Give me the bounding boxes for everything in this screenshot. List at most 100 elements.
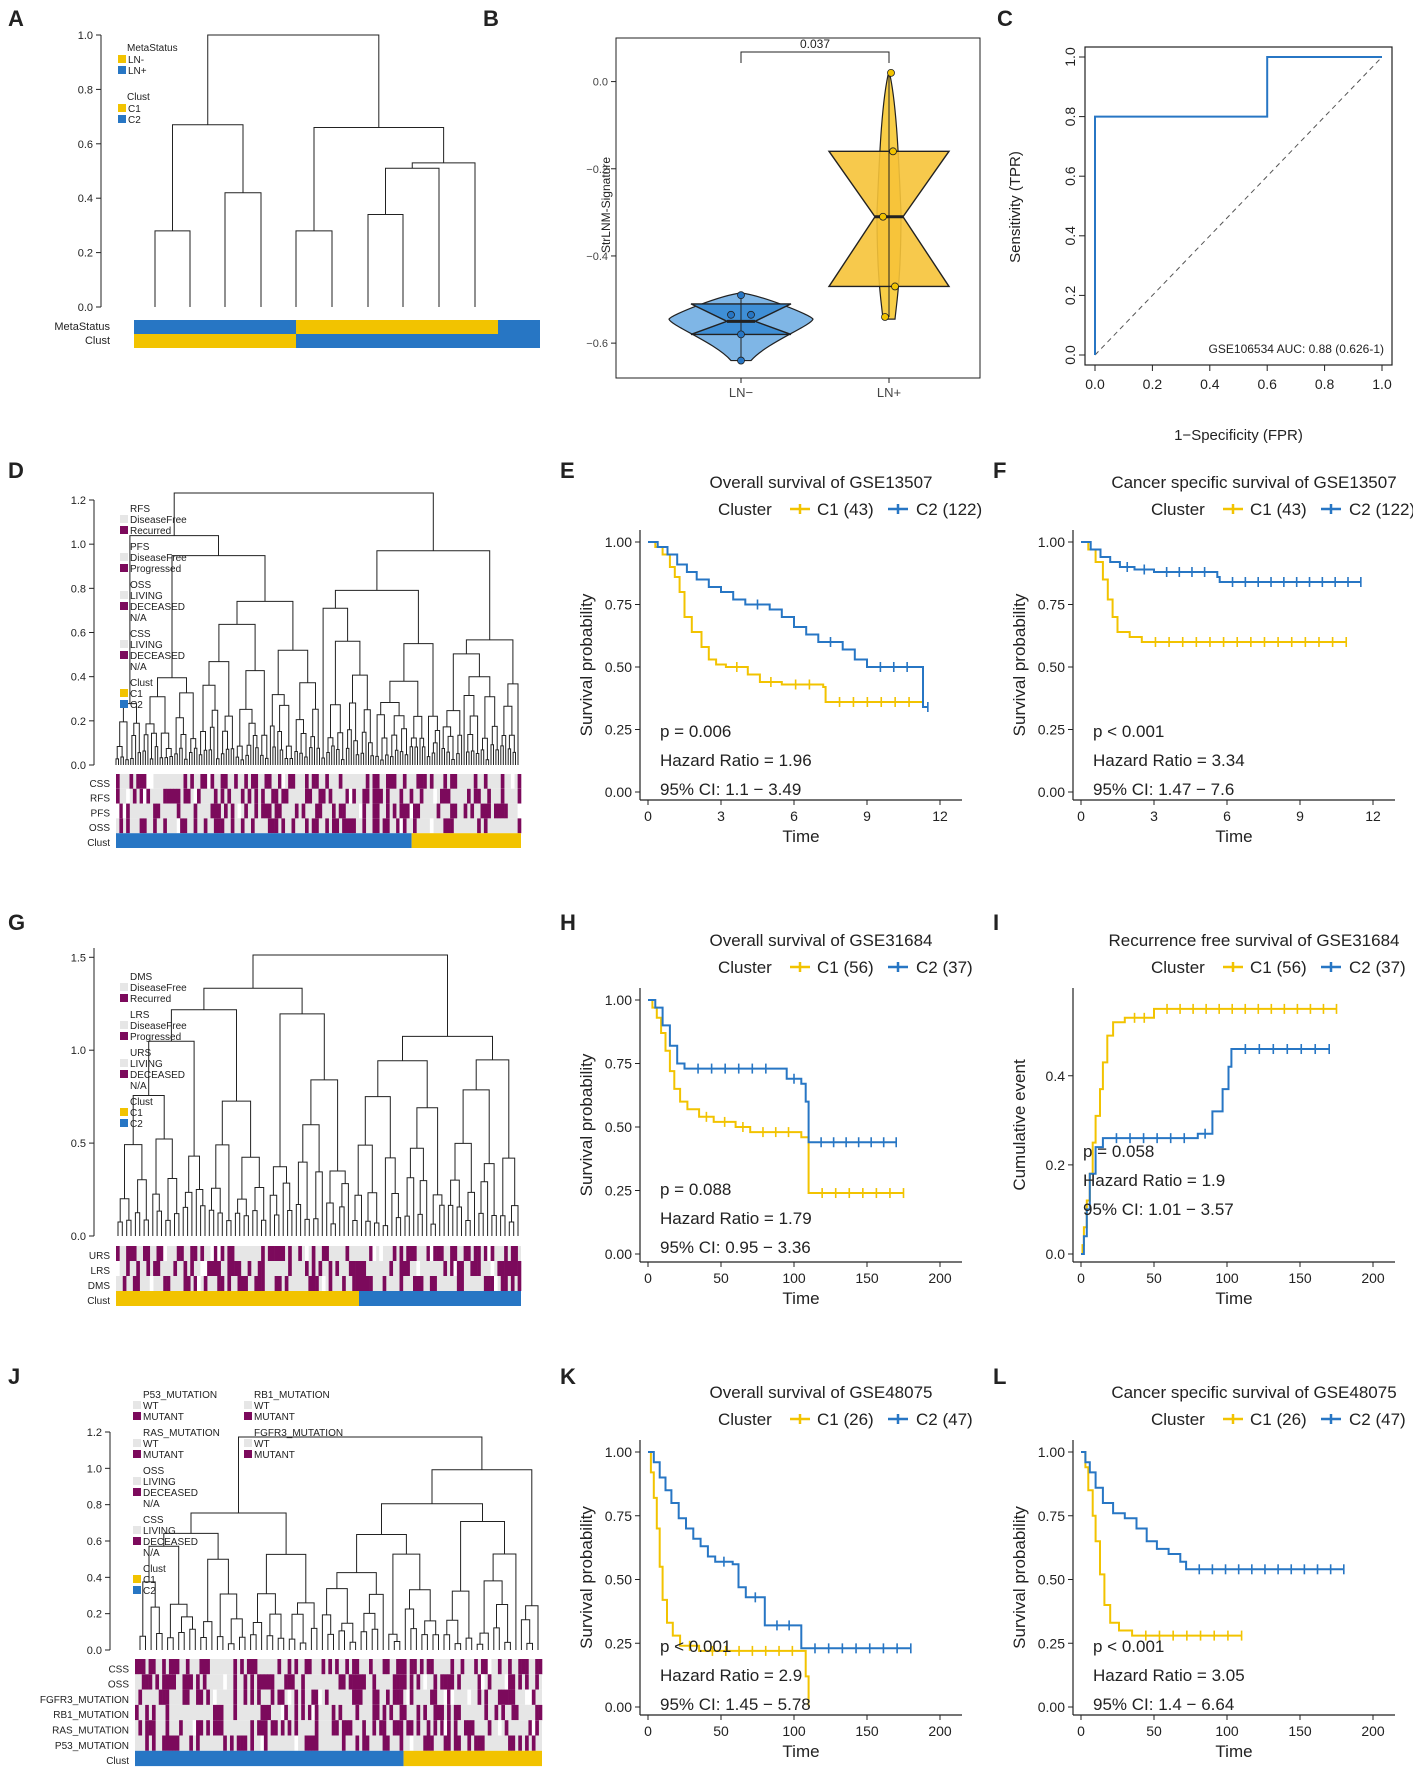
- panelJ-cell-na: [223, 1674, 227, 1690]
- panelG-cell: [193, 1276, 198, 1291]
- panelA-track-label: Clust: [85, 335, 110, 347]
- panelG-link: [313, 1218, 319, 1236]
- panelJ-cell: [396, 1659, 400, 1675]
- panelI-legend-title: Cluster: [1151, 958, 1205, 977]
- panelG-cell: [473, 1246, 478, 1261]
- panelJ-link: [139, 1635, 146, 1650]
- panelD-cell: [480, 803, 485, 819]
- panelD-cell: [477, 818, 481, 834]
- panelG-cell: [510, 1246, 515, 1261]
- panelG-cell: [159, 1246, 164, 1261]
- panelJ-y-tick-label: 0.2: [87, 1609, 102, 1621]
- panelD-cell: [224, 803, 228, 819]
- panelA-link: [295, 230, 333, 307]
- panelD-cell: [267, 818, 272, 834]
- panelJ-cell: [474, 1735, 478, 1751]
- panelI-stat-2: 95% CI: 1.01 − 3.57: [1083, 1200, 1234, 1219]
- panelC-y-tick-label: 0.4: [1062, 226, 1078, 246]
- panelD-link: [180, 734, 187, 760]
- panelD-cell: [399, 803, 404, 819]
- panelJ-cell: [307, 1735, 312, 1751]
- panelJ-legend-swatch: [133, 1488, 141, 1496]
- panelJ-cell: [508, 1689, 512, 1705]
- panelJ-cell: [294, 1659, 299, 1675]
- panelG-legend-swatch: [120, 994, 128, 1002]
- panelD-cell: [504, 803, 508, 819]
- panelF-censor-c2: [1126, 562, 1362, 587]
- panelG-link: [156, 1210, 162, 1236]
- panelL-y-tick-label: 1.00: [1038, 1444, 1065, 1460]
- panelG-cell: [311, 1261, 316, 1276]
- panelE-y-tick-label: 1.00: [605, 534, 632, 550]
- panelD-legend-item: N/A: [130, 662, 147, 673]
- panelD-cell: [119, 818, 124, 834]
- panelK-censor-c2: [723, 1556, 912, 1654]
- panelJ-cell: [443, 1674, 448, 1690]
- panel-letter-I: I: [993, 910, 999, 935]
- panelJ-link: [288, 1638, 296, 1650]
- panelD-cell: [487, 788, 491, 804]
- panelD-clust-b: [411, 833, 521, 848]
- panelG-legend-item: Progressed: [130, 1032, 181, 1043]
- panelG-cell: [490, 1276, 495, 1291]
- panelJ-clust-b: [403, 1750, 542, 1767]
- panelJ-cell: [172, 1659, 176, 1675]
- panelJ-cell: [270, 1689, 275, 1705]
- panelJ-cell: [358, 1674, 363, 1690]
- panelA-meta-lnneg: [296, 320, 498, 334]
- panelJ-cell: [341, 1735, 346, 1751]
- panelD-cell-na: [176, 818, 181, 834]
- panelJ-link: [371, 1628, 379, 1650]
- panelH-x-tick-label: 150: [855, 1270, 879, 1286]
- panelJ-cell: [229, 1735, 234, 1751]
- panelJ-cell-na: [531, 1720, 536, 1736]
- panelL-stat-2: 95% CI: 1.4 − 6.64: [1093, 1695, 1234, 1714]
- panelD-cell: [413, 803, 417, 819]
- panelJ-link: [356, 1534, 407, 1573]
- panelJ-cell: [179, 1720, 183, 1736]
- panelG-cell: [456, 1276, 461, 1291]
- panelD-cell: [139, 774, 144, 789]
- panelJ-cell: [504, 1689, 509, 1705]
- panelG-cell: [497, 1261, 502, 1276]
- panelJ-cell: [172, 1674, 176, 1690]
- panelD-cell: [240, 788, 245, 804]
- panelD-link: [310, 736, 315, 765]
- panelJ-cell: [396, 1674, 400, 1690]
- panelJ-link: [216, 1636, 224, 1650]
- panelJ-cell: [457, 1704, 461, 1721]
- panelJ-y-tick-label: 1.2: [87, 1427, 102, 1439]
- panelJ-legend-item: N/A: [143, 1548, 160, 1559]
- panelJ-cell: [514, 1704, 519, 1721]
- panelH-y-tick-label: 0.75: [605, 1056, 632, 1072]
- panelD-link: [466, 751, 470, 765]
- panelD-cell: [251, 774, 255, 789]
- panelG-link: [254, 1187, 265, 1221]
- panelG-cell: [153, 1261, 157, 1276]
- panelG-cell: [460, 1276, 464, 1291]
- panelJ-cell: [307, 1659, 312, 1675]
- panelJ-cell-na: [318, 1689, 322, 1705]
- panelJ-cell: [409, 1659, 414, 1675]
- panelD-cell: [396, 818, 400, 834]
- panelJ-link: [250, 1634, 257, 1650]
- panelJ-track-label-RB1_MUTATION: RB1_MUTATION: [53, 1710, 129, 1721]
- panelD-legend-item: Progressed: [130, 564, 181, 575]
- panelG-link: [315, 1171, 323, 1236]
- panel-letter-A: A: [8, 6, 24, 31]
- panelG-cell: [244, 1276, 248, 1291]
- panelG-legend-swatch: [120, 1032, 128, 1040]
- panelD-cell-na: [399, 818, 404, 834]
- panelJ-track-label-OSS: OSS: [108, 1680, 129, 1691]
- panelD-cell-na: [281, 774, 286, 789]
- panelB-pvalue-bracket: [740, 51, 890, 63]
- panelJ-cell: [406, 1720, 411, 1736]
- panelD-y-tick-label: 0.2: [71, 716, 86, 728]
- panelJ-y-tick-label: 0.6: [87, 1536, 102, 1548]
- panelD-cell: [416, 803, 421, 819]
- panelJ-cell: [233, 1689, 238, 1705]
- panelI-x-tick-label: 150: [1288, 1270, 1312, 1286]
- panelJ-cell: [518, 1674, 522, 1690]
- panelJ-cell: [355, 1689, 360, 1705]
- panelD-cell: [116, 788, 120, 804]
